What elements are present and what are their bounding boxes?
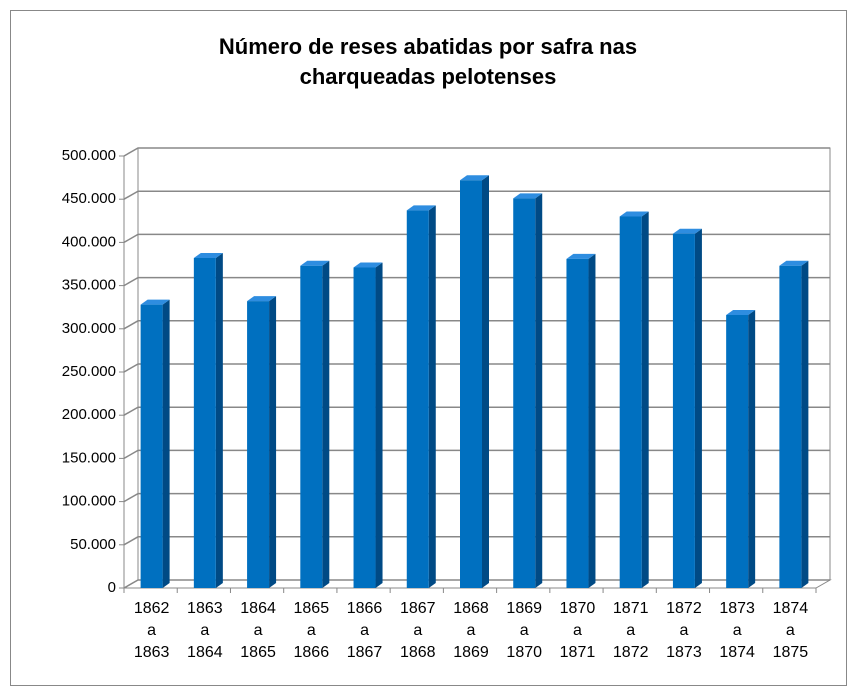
bar-top (247, 296, 277, 302)
bar (193, 252, 223, 588)
bar-top (726, 309, 756, 315)
y-tick-label: 250.000 (62, 363, 116, 380)
y-tick-label: 500.000 (62, 147, 116, 164)
bar-side (162, 299, 170, 588)
bar-side (428, 205, 436, 588)
grid-line (123, 406, 830, 416)
grid-line (123, 363, 830, 373)
y-tick-label: 0 (108, 579, 116, 596)
y-tick-label: 350.000 (62, 277, 116, 294)
x-tick-label: 1874 a 1875 (772, 600, 809, 661)
x-tick-label: 1871 a 1872 (612, 600, 649, 661)
x-tick-label: 1873 a 1874 (719, 600, 755, 661)
bar-side (375, 262, 383, 588)
bar-front (300, 265, 323, 588)
bar-front (672, 233, 695, 588)
x-tick-label: 1866 a 1867 (346, 600, 383, 661)
bar-side (588, 253, 596, 589)
bar (779, 260, 809, 588)
bar-front (619, 216, 642, 589)
chart-title: Número de reses abatidas por safra nas c… (218, 34, 638, 89)
x-tick-label: 1865 a 1866 (293, 600, 330, 661)
x-tick-label: 1868 a 1869 (453, 600, 489, 661)
bar-side (322, 260, 330, 588)
x-tick-label: 1864 a 1865 (240, 600, 276, 661)
bar (300, 260, 330, 588)
bar (353, 262, 383, 588)
y-tick-label: 300.000 (62, 320, 116, 337)
bar-front (140, 304, 163, 588)
x-tick-label: 1872 a 1873 (666, 600, 702, 661)
bar (247, 296, 277, 588)
bar-top (513, 193, 543, 199)
grid-line (123, 579, 830, 589)
y-tick-label: 400.000 (62, 233, 116, 250)
bar (726, 309, 756, 588)
bar-top (353, 262, 383, 268)
bar-front (460, 180, 482, 588)
bar-top (672, 228, 702, 234)
bar-front (566, 258, 589, 588)
bar (619, 211, 649, 589)
bar-side (269, 296, 277, 588)
bar (460, 175, 489, 588)
grid-line (123, 276, 830, 287)
y-tick-label: 150.000 (62, 449, 116, 466)
bar-top (619, 211, 649, 217)
y-tick-label: 200.000 (62, 406, 116, 423)
bar-top (779, 260, 809, 266)
grid-line (123, 449, 830, 460)
bar-top (193, 252, 223, 258)
bar-front (193, 257, 216, 588)
y-tick-label: 100.000 (62, 493, 116, 510)
grid-line (123, 536, 830, 546)
bar-side (748, 309, 756, 588)
bar (566, 253, 596, 589)
bar (140, 299, 170, 588)
grid-line (123, 190, 830, 200)
bar-top (140, 299, 170, 305)
bar (406, 205, 436, 588)
bar-top (406, 205, 436, 211)
bar-side (694, 228, 702, 588)
bar-top (460, 175, 489, 181)
bar-side (641, 211, 649, 589)
x-tick-label: 1862 a 1863 (133, 600, 170, 661)
x-tick-label: 1863 a 1864 (187, 600, 223, 661)
bar-front (247, 301, 270, 588)
x-tick-label: 1869 a 1870 (506, 600, 543, 661)
bar-front (726, 314, 749, 588)
bar-front (779, 265, 802, 588)
grid-line (123, 233, 830, 244)
bar-side (535, 193, 543, 588)
grid-line (123, 492, 830, 503)
bar-front (513, 198, 536, 588)
bar-top (566, 253, 596, 259)
grid-line (123, 320, 830, 330)
bar (672, 228, 702, 588)
y-tick-label: 450.000 (62, 190, 116, 207)
bar-side (215, 252, 223, 588)
bar-front (406, 210, 429, 588)
bar-front (353, 267, 376, 588)
x-tick-label: 1867 a 1868 (399, 600, 436, 661)
bar-side (801, 260, 809, 588)
bar-side (482, 175, 489, 588)
x-tick-label: 1870 a 1871 (559, 600, 596, 661)
grid-line (123, 147, 830, 157)
y-tick-label: 50.000 (70, 536, 116, 553)
bar (513, 193, 543, 588)
bar-top (300, 260, 330, 266)
